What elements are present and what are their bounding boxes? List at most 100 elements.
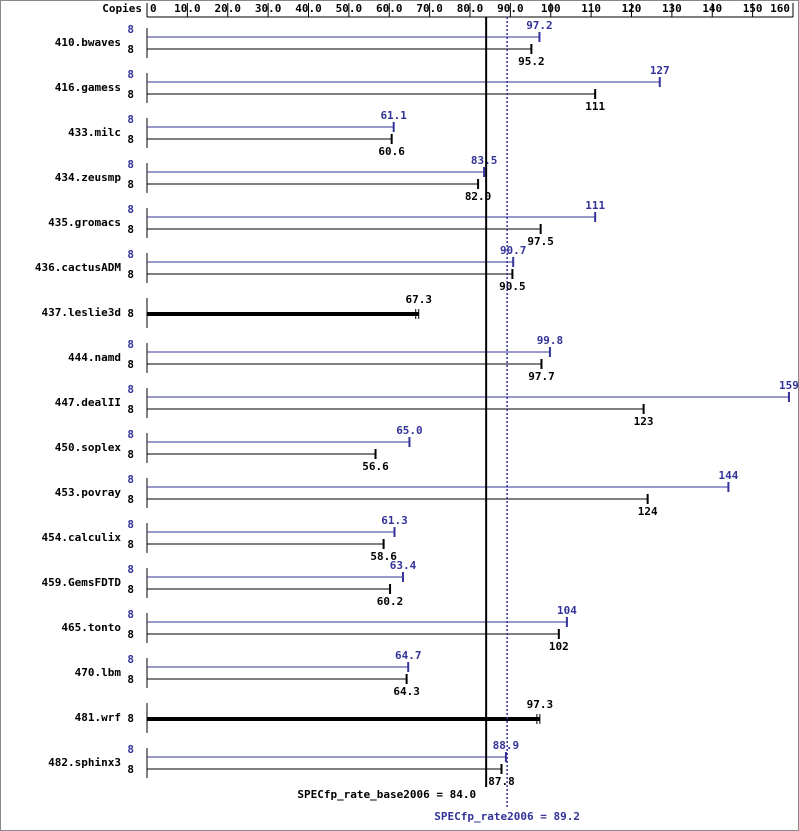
x-tick-label: 80.0 xyxy=(457,2,484,15)
value-label: 64.3 xyxy=(393,685,420,698)
x-tick-label: 140 xyxy=(702,2,722,15)
category-label: 433.milc xyxy=(68,126,121,139)
x-tick-label: 100 xyxy=(541,2,561,15)
category-label: 454.calculix xyxy=(42,531,122,544)
copies-label: 8 xyxy=(127,428,134,441)
copies-label: 8 xyxy=(127,608,134,621)
copies-label: 8 xyxy=(127,743,134,756)
value-label: 90.7 xyxy=(500,244,527,257)
value-label: 67.3 xyxy=(405,293,432,306)
category-label: 434.zeusmp xyxy=(55,171,122,184)
copies-label: 8 xyxy=(127,43,134,56)
copies-label: 8 xyxy=(127,493,134,506)
value-label: 83.5 xyxy=(471,154,498,167)
copies-label: 8 xyxy=(127,133,134,146)
copies-label: 8 xyxy=(127,538,134,551)
copies-label: 8 xyxy=(127,563,134,576)
category-label: 482.sphinx3 xyxy=(48,756,121,769)
x-tick-label: 20.0 xyxy=(215,2,242,15)
category-label: 450.soplex xyxy=(55,441,122,454)
copies-label: 8 xyxy=(127,248,134,261)
value-label: 60.2 xyxy=(377,595,404,608)
category-label: 447.dealII xyxy=(55,396,121,409)
axis-label: Copies xyxy=(102,2,142,15)
category-label: 453.povray xyxy=(55,486,122,499)
category-label: 465.tonto xyxy=(61,621,121,634)
copies-label: 8 xyxy=(127,203,134,216)
copies-label: 8 xyxy=(127,223,134,236)
copies-label: 8 xyxy=(127,158,134,171)
copies-label: 8 xyxy=(127,712,134,725)
copies-label: 8 xyxy=(127,307,134,320)
value-label: 88.9 xyxy=(493,739,520,752)
value-label: 87.8 xyxy=(488,775,515,788)
x-tick-label: 120 xyxy=(622,2,642,15)
x-tick-label: 90.0 xyxy=(497,2,524,15)
x-tick-label: 30.0 xyxy=(255,2,282,15)
value-label: 97.5 xyxy=(527,235,554,248)
x-tick-label: 130 xyxy=(662,2,682,15)
copies-label: 8 xyxy=(127,673,134,686)
copies-label: 8 xyxy=(127,763,134,776)
value-label: 159 xyxy=(779,379,799,392)
copies-label: 8 xyxy=(127,338,134,351)
category-label: 436.cactusADM xyxy=(35,261,121,274)
value-label: 63.4 xyxy=(390,559,417,572)
value-label: 111 xyxy=(585,199,605,212)
x-tick-label: 110 xyxy=(581,2,601,15)
x-tick-label: 160 xyxy=(770,2,790,15)
value-label: 56.6 xyxy=(362,460,389,473)
value-label: 65.0 xyxy=(396,424,423,437)
copies-label: 8 xyxy=(127,23,134,36)
value-label: 104 xyxy=(557,604,577,617)
value-label: 90.5 xyxy=(499,280,526,293)
x-tick-label: 40.0 xyxy=(295,2,322,15)
copies-label: 8 xyxy=(127,403,134,416)
copies-label: 8 xyxy=(127,88,134,101)
value-label: 97.2 xyxy=(526,19,553,32)
category-label: 435.gromacs xyxy=(48,216,121,229)
x-tick-label: 50.0 xyxy=(336,2,363,15)
category-label: 410.bwaves xyxy=(55,36,121,49)
value-label: 64.7 xyxy=(395,649,422,662)
value-label: 95.2 xyxy=(518,55,545,68)
x-tick-label: 60.0 xyxy=(376,2,403,15)
value-label: 61.3 xyxy=(381,514,408,527)
value-label: 111 xyxy=(585,100,605,113)
copies-label: 8 xyxy=(127,653,134,666)
value-label: 97.7 xyxy=(528,370,555,383)
category-label: 437.leslie3d xyxy=(42,306,121,319)
copies-label: 8 xyxy=(127,383,134,396)
value-label: 102 xyxy=(549,640,569,653)
category-label: 481.wrf xyxy=(75,711,121,724)
x-tick-label: 150 xyxy=(743,2,763,15)
copies-label: 8 xyxy=(127,358,134,371)
copies-label: 8 xyxy=(127,268,134,281)
category-label: 470.lbm xyxy=(75,666,122,679)
value-label: 124 xyxy=(638,505,658,518)
x-tick-label: 0 xyxy=(150,2,157,15)
value-label: 123 xyxy=(634,415,654,428)
value-label: 97.3 xyxy=(527,698,554,711)
copies-label: 8 xyxy=(127,113,134,126)
copies-label: 8 xyxy=(127,583,134,596)
category-label: 416.gamess xyxy=(55,81,121,94)
copies-label: 8 xyxy=(127,178,134,191)
reference-label: SPECfp_rate_base2006 = 84.0 xyxy=(297,788,476,801)
value-label: 58.6 xyxy=(370,550,397,563)
value-label: 61.1 xyxy=(380,109,407,122)
x-tick-label: 10.0 xyxy=(174,2,201,15)
x-tick-label: 70.0 xyxy=(416,2,443,15)
copies-label: 8 xyxy=(127,473,134,486)
copies-label: 8 xyxy=(127,518,134,531)
value-label: 99.8 xyxy=(537,334,564,347)
value-label: 144 xyxy=(718,469,738,482)
copies-label: 8 xyxy=(127,448,134,461)
value-label: 127 xyxy=(650,64,670,77)
value-label: 82.0 xyxy=(465,190,492,203)
category-label: 459.GemsFDTD xyxy=(42,576,122,589)
value-label: 60.6 xyxy=(378,145,405,158)
copies-label: 8 xyxy=(127,68,134,81)
